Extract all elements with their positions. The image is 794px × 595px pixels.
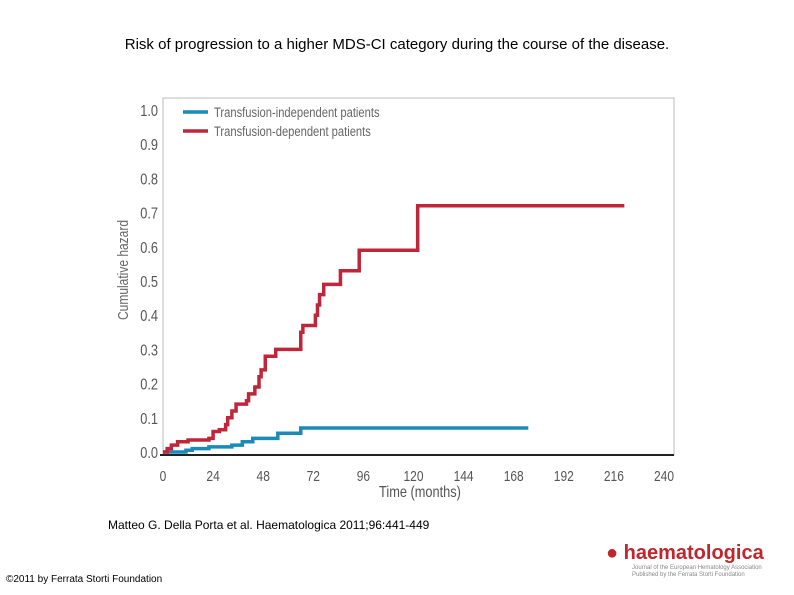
y-tick-label: 0.6 — [140, 240, 158, 258]
y-tick-label: 0.8 — [140, 171, 158, 189]
haematologica-logo: ● haematologica Journal of the European … — [606, 542, 764, 578]
series-line-0 — [163, 426, 529, 454]
y-tick-label: 0.5 — [140, 274, 158, 292]
legend-label-1: Transfusion-dependent patients — [214, 124, 371, 139]
x-tick-label: 168 — [504, 468, 524, 485]
y-tick-label: 0.1 — [140, 411, 158, 429]
series-line-1 — [163, 204, 625, 454]
citation: Matteo G. Della Porta et al. Haematologi… — [108, 518, 430, 532]
plot-frame — [162, 97, 675, 456]
y-tick-label: 0.7 — [140, 205, 158, 223]
x-tick-label: 216 — [604, 468, 624, 485]
x-tick-label: 120 — [403, 468, 423, 485]
x-tick-label: 0 — [160, 468, 167, 485]
x-tick-label: 192 — [554, 468, 574, 485]
x-tick-label: 96 — [357, 468, 370, 485]
y-axis-label: Cumulative hazard — [115, 220, 132, 320]
y-tick-label: 0.9 — [140, 137, 158, 155]
y-tick-label: 0.3 — [140, 342, 158, 360]
x-axis-label: Time (months) — [379, 484, 461, 502]
legend-label-0: Transfusion-independent patients — [214, 105, 380, 120]
x-tick-label: 48 — [257, 468, 270, 485]
y-tick-label: 0.0 — [140, 445, 158, 463]
copyright: ©2011 by Ferrata Storti Foundation — [6, 574, 163, 585]
x-tick-label: 240 — [654, 468, 674, 485]
y-tick-label: 0.4 — [140, 308, 158, 326]
page-title: Risk of progression to a higher MDS-CI c… — [124, 36, 670, 53]
x-tick-label: 144 — [454, 468, 474, 485]
y-tick-label: 1.0 — [140, 103, 158, 121]
y-tick-label: 0.2 — [140, 376, 158, 394]
x-tick-label: 24 — [206, 468, 220, 485]
x-tick-label: 72 — [307, 468, 320, 485]
